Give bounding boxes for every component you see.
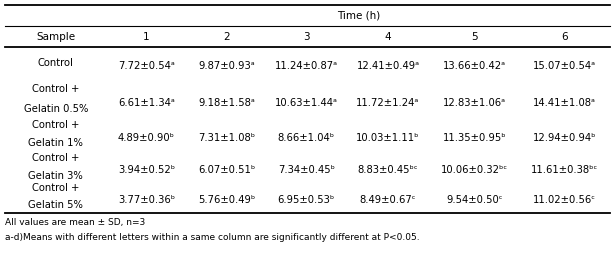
Text: 9.54±0.50ᶜ: 9.54±0.50ᶜ (446, 195, 503, 205)
Text: Gelatin 3%: Gelatin 3% (28, 171, 83, 181)
Text: 3: 3 (303, 32, 309, 41)
Text: 8.49±0.67ᶜ: 8.49±0.67ᶜ (360, 195, 416, 205)
Text: Control +: Control + (32, 183, 79, 193)
Text: 6.95±0.53ᵇ: 6.95±0.53ᵇ (277, 195, 335, 205)
Text: Sample: Sample (36, 32, 75, 41)
Text: 5: 5 (471, 32, 478, 41)
Text: 11.35±0.95ᵇ: 11.35±0.95ᵇ (443, 133, 506, 143)
Text: Control +: Control + (32, 84, 79, 94)
Text: 7.31±1.08ᵇ: 7.31±1.08ᵇ (198, 133, 255, 143)
Text: 12.94±0.94ᵇ: 12.94±0.94ᵇ (533, 133, 597, 143)
Text: 12.83±1.06ᵃ: 12.83±1.06ᵃ (443, 98, 506, 108)
Text: 9.18±1.58ᵃ: 9.18±1.58ᵃ (198, 98, 255, 108)
Text: 8.66±1.04ᵇ: 8.66±1.04ᵇ (278, 133, 335, 143)
Text: Control: Control (38, 58, 74, 68)
Text: 9.87±0.93ᵃ: 9.87±0.93ᵃ (198, 61, 255, 71)
Text: 5.76±0.49ᵇ: 5.76±0.49ᵇ (198, 195, 255, 205)
Text: 7.72±0.54ᵃ: 7.72±0.54ᵃ (118, 61, 175, 71)
Text: Control +: Control + (32, 120, 79, 130)
Text: 1: 1 (143, 32, 150, 41)
Text: 4: 4 (384, 32, 391, 41)
Text: Gelatin 5%: Gelatin 5% (28, 200, 83, 210)
Text: 7.34±0.45ᵇ: 7.34±0.45ᵇ (278, 165, 335, 175)
Text: 6: 6 (561, 32, 568, 41)
Text: 10.63±1.44ᵃ: 10.63±1.44ᵃ (275, 98, 338, 108)
Text: 13.66±0.42ᵃ: 13.66±0.42ᵃ (443, 61, 506, 71)
Text: 3.94±0.52ᵇ: 3.94±0.52ᵇ (118, 165, 175, 175)
Text: 6.07±0.51ᵇ: 6.07±0.51ᵇ (198, 165, 255, 175)
Text: a-d)Means with different letters within a same column are significantly differen: a-d)Means with different letters within … (5, 233, 419, 242)
Text: 3.77±0.36ᵇ: 3.77±0.36ᵇ (118, 195, 175, 205)
Text: 11.72±1.24ᵃ: 11.72±1.24ᵃ (356, 98, 419, 108)
Text: 10.03±1.11ᵇ: 10.03±1.11ᵇ (356, 133, 419, 143)
Text: 12.41±0.49ᵃ: 12.41±0.49ᵃ (357, 61, 419, 71)
Text: Time (h): Time (h) (336, 10, 380, 21)
Text: All values are mean ± SD, n=3: All values are mean ± SD, n=3 (5, 218, 145, 227)
Text: 2: 2 (223, 32, 230, 41)
Text: 10.06±0.32ᵇᶜ: 10.06±0.32ᵇᶜ (441, 165, 508, 175)
Text: Control +: Control + (32, 153, 79, 163)
Text: Gelatin 0.5%: Gelatin 0.5% (23, 104, 88, 114)
Text: 8.83±0.45ᵇᶜ: 8.83±0.45ᵇᶜ (358, 165, 418, 175)
Text: Gelatin 1%: Gelatin 1% (28, 138, 83, 148)
Text: 6.61±1.34ᵃ: 6.61±1.34ᵃ (118, 98, 175, 108)
Text: 4.89±0.90ᵇ: 4.89±0.90ᵇ (118, 133, 175, 143)
Text: 11.24±0.87ᵃ: 11.24±0.87ᵃ (275, 61, 338, 71)
Text: 15.07±0.54ᵃ: 15.07±0.54ᵃ (533, 61, 597, 71)
Text: 11.61±0.38ᵇᶜ: 11.61±0.38ᵇᶜ (531, 165, 598, 175)
Text: 14.41±1.08ᵃ: 14.41±1.08ᵃ (533, 98, 596, 108)
Text: 11.02±0.56ᶜ: 11.02±0.56ᶜ (533, 195, 596, 205)
